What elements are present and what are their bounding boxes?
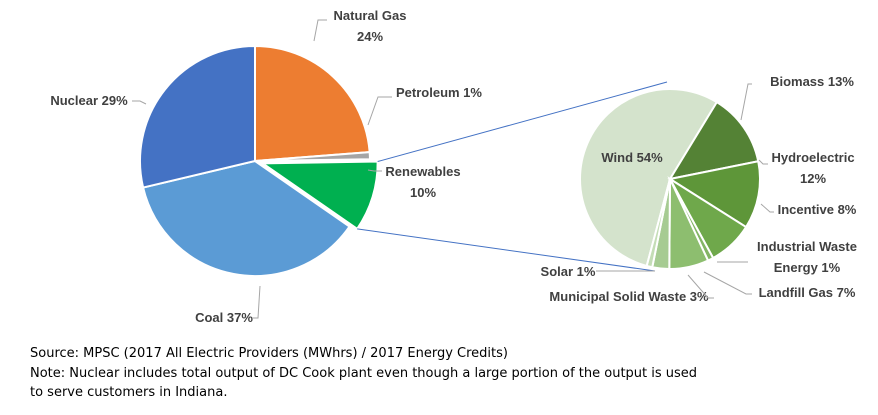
leader-coal (252, 285, 261, 319)
label-industrial-waste: Industrial Waste (757, 239, 857, 254)
slice-coal (141, 159, 351, 277)
label-coal: Coal 37% (195, 310, 253, 325)
slice-hydroelectric (667, 160, 761, 229)
leader-landfill-gas (703, 271, 752, 295)
slice-renewables (259, 160, 379, 231)
label-solar: Solar 1% (541, 264, 596, 279)
note-text-line2: to serve customers in Indiana. (30, 385, 228, 400)
connector-bottom (357, 228, 656, 272)
connector-top (377, 81, 668, 163)
leader-hydroelectric (758, 159, 768, 165)
chart-notes: Source: MPSC (2017 All Electric Provider… (30, 344, 870, 403)
leader-incentive (760, 203, 774, 213)
label-petroleum: Petroleum 1% (396, 85, 482, 100)
leader-biomass (740, 83, 752, 121)
label-wind: Wind 54% (601, 150, 663, 165)
leader-municipal-solid-waste (687, 274, 714, 299)
leader-nuclear (132, 100, 147, 105)
label-incentive: Incentive 8% (778, 202, 857, 217)
renewables-breakdown-pie (579, 88, 761, 271)
slice-biomass (667, 100, 760, 181)
slice-natural-gas (254, 44, 371, 163)
source-text: Source: MPSC (2017 All Electric Provider… (30, 346, 508, 361)
leader-natural-gas (313, 19, 327, 42)
slice-petroleum (254, 150, 372, 162)
label-renewables: Renewables (385, 164, 460, 179)
label-municipal-solid-waste: Municipal Solid Waste 3% (549, 289, 709, 304)
slice-wind (579, 88, 719, 268)
leader-renewables (367, 169, 382, 172)
label-natural-gas: Natural Gas (334, 8, 407, 23)
label-hydroelectric-pct: 12% (800, 171, 826, 186)
leader-petroleum (367, 96, 392, 126)
leader-lines (132, 19, 774, 319)
label-renewables-pct: 10% (410, 185, 436, 200)
pie-of-pie-chart: Natural Gas 24% Petroleum 1% Renewables … (50, 8, 857, 325)
connector-lines (357, 81, 668, 272)
label-hydroelectric: Hydroelectric (771, 150, 854, 165)
main-pie (139, 44, 379, 277)
label-biomass: Biomass 13% (770, 74, 854, 89)
slice-solar (645, 178, 671, 269)
label-industrial-waste-pct: Energy 1% (774, 260, 841, 275)
slice-nuclear (139, 44, 256, 189)
label-natural-gas-pct: 24% (357, 29, 383, 44)
label-nuclear: Nuclear 29% (50, 93, 128, 108)
note-text-line1: Note: Nuclear includes total output of D… (30, 365, 698, 381)
label-landfill-gas: Landfill Gas 7% (759, 285, 856, 300)
